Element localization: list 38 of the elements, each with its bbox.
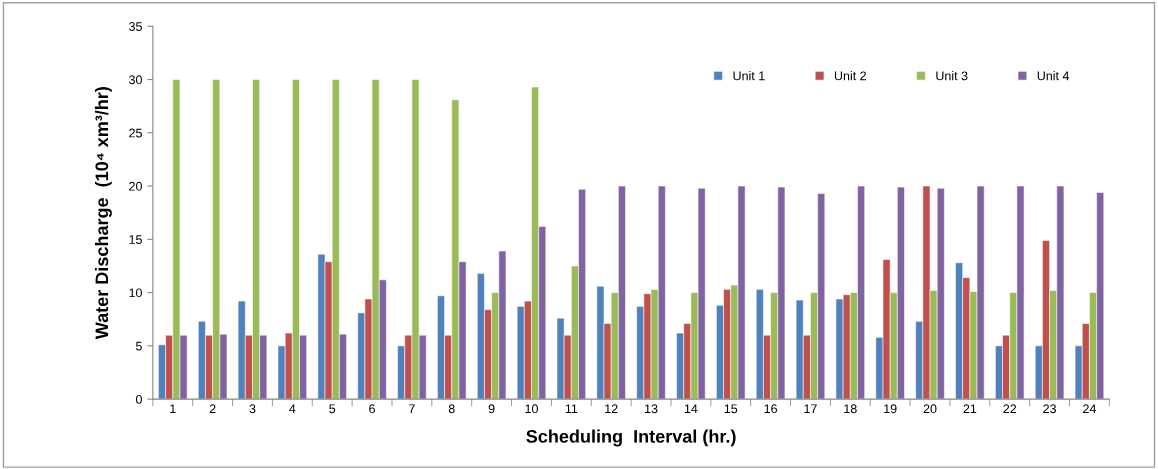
x-tick-label: 14 (684, 404, 698, 414)
x-tick-label: 15 (724, 404, 738, 414)
y-tick-label: 35 (129, 22, 142, 31)
x-tick-label: 16 (764, 404, 777, 414)
x-tick-label: 19 (884, 404, 897, 414)
y-tick-label: 0 (135, 394, 142, 404)
x-tick-label: 7 (409, 404, 415, 414)
x-tick-label: 21 (963, 404, 977, 414)
x-tick-label: 8 (448, 404, 455, 414)
legend-label: Unit 3 (936, 71, 968, 81)
y-tick-label: 10 (129, 288, 142, 298)
x-tick-label: 11 (565, 404, 578, 414)
x-tick-label: 9 (488, 404, 495, 414)
x-tick-label: 5 (329, 404, 336, 414)
x-tick-label: 6 (369, 404, 375, 414)
x-tick-label: 3 (249, 404, 256, 414)
x-tick-label: 17 (804, 404, 817, 414)
legend-label: Unit 4 (1037, 71, 1070, 81)
y-tick-label: 30 (129, 75, 142, 85)
legend-label: Unit 2 (834, 71, 866, 81)
y-tick-label: 25 (129, 128, 142, 138)
x-tick-label: 4 (289, 404, 296, 414)
x-tick-label: 1 (170, 404, 176, 414)
x-tick-label: 23 (1043, 404, 1056, 414)
y-axis-title: Water Discharge (10⁴ xm³/hr) (94, 87, 112, 340)
y-tick-label: 20 (129, 181, 142, 191)
y-tick-label: 5 (135, 341, 142, 351)
x-tick-label: 20 (923, 404, 937, 414)
x-tick-label: 13 (645, 404, 658, 414)
x-axis-title: Scheduling Interval (hr.) (526, 429, 736, 447)
x-tick-label: 10 (525, 404, 538, 414)
x-tick-label: 24 (1083, 404, 1097, 414)
x-tick-label: 22 (1003, 404, 1017, 414)
legend-label: Unit 1 (733, 71, 765, 81)
y-tick-label: 15 (129, 235, 142, 244)
x-tick-label: 18 (844, 404, 857, 414)
x-tick-label: 12 (605, 404, 618, 414)
x-tick-label: 2 (209, 404, 216, 414)
